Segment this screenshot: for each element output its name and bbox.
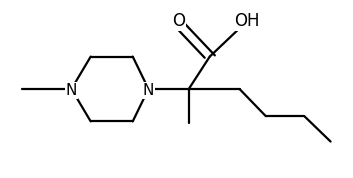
Text: O: O xyxy=(172,12,185,30)
Text: N: N xyxy=(143,83,154,98)
Text: OH: OH xyxy=(234,12,259,30)
Text: N: N xyxy=(66,83,77,98)
